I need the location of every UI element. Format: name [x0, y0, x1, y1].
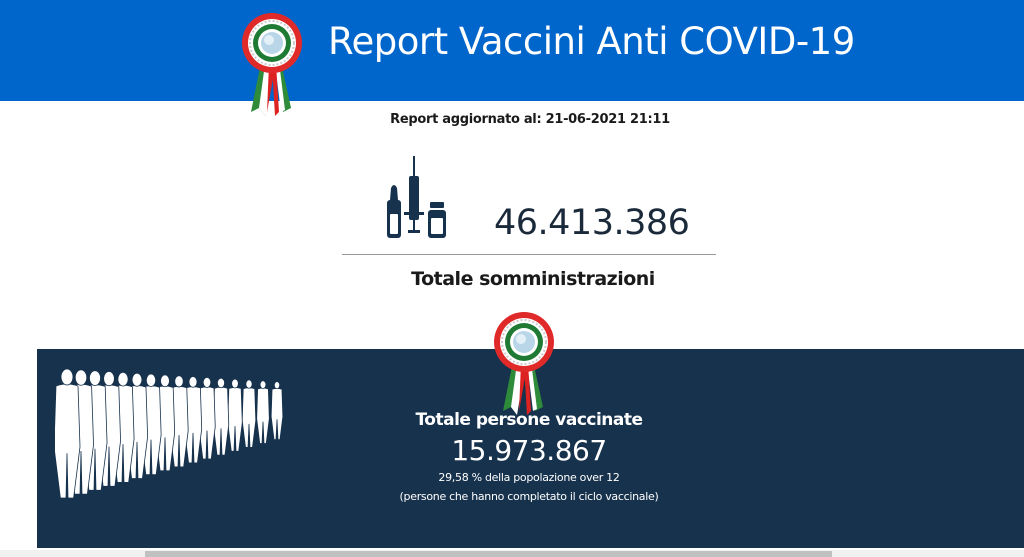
vaccinated-percentage: 29,58 % della popolazione over 12 [438, 471, 620, 484]
italian-rosette-icon [493, 311, 555, 416]
divider [342, 254, 716, 255]
people-queue-icon [55, 368, 284, 499]
italian-rosette-icon [242, 13, 302, 116]
header-bar: Report Vaccini Anti COVID-19 [0, 0, 1024, 116]
horizontal-scrollbar[interactable] [0, 550, 1024, 557]
vaccine-syringe-vials-icon [387, 156, 446, 238]
vaccinated-title: Totale persone vaccinate [415, 410, 643, 430]
page-title: Report Vaccini Anti COVID-19 [328, 20, 855, 63]
total-administrations-value: 46.413.386 [494, 203, 690, 243]
vaccinated-total-value: 15.973.867 [451, 434, 607, 467]
total-administrations-label: Totale somministrazioni [411, 268, 655, 290]
report-updated-timestamp: Report aggiornato al: 21-06-2021 21:11 [390, 112, 670, 127]
scrollbar-thumb[interactable] [145, 551, 832, 557]
vaccinated-note: (persone che hanno completato il ciclo v… [399, 490, 659, 503]
